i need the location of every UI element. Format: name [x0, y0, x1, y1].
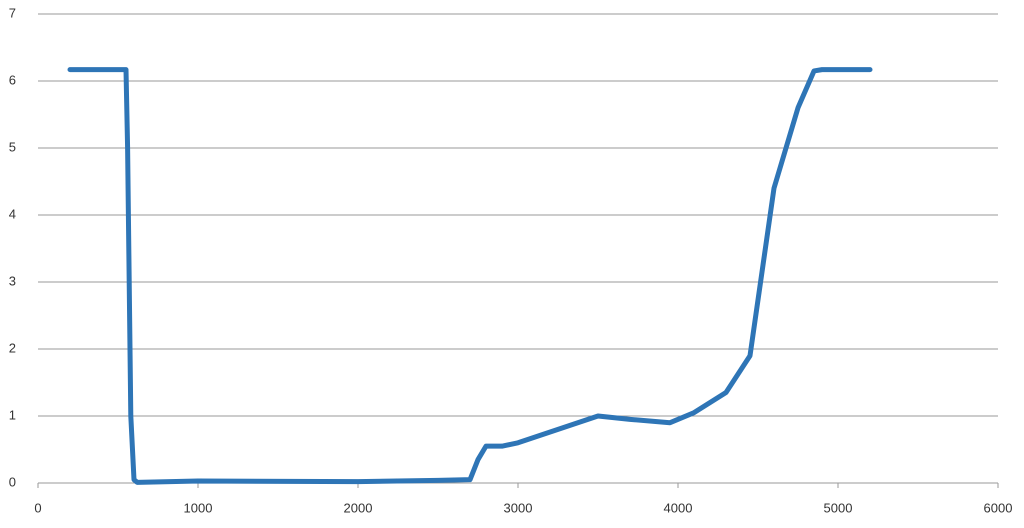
- y-tick-label: 6: [9, 72, 16, 87]
- x-tick-label: 1000: [184, 500, 213, 515]
- x-tick-label: 5000: [824, 500, 853, 515]
- y-tick-label: 3: [9, 273, 16, 288]
- x-tick-label: 4000: [664, 500, 693, 515]
- y-tick-label: 0: [9, 474, 16, 489]
- y-tick-label: 4: [9, 206, 16, 221]
- y-tick-label: 1: [9, 407, 16, 422]
- y-tick-label: 7: [9, 5, 16, 20]
- x-tick-label: 2000: [344, 500, 373, 515]
- x-tick-label: 0: [34, 500, 41, 515]
- x-tick-label: 3000: [504, 500, 533, 515]
- y-tick-label: 5: [9, 139, 16, 154]
- y-tick-label: 2: [9, 340, 16, 355]
- x-tick-label: 6000: [984, 500, 1013, 515]
- data-line: [67, 67, 873, 485]
